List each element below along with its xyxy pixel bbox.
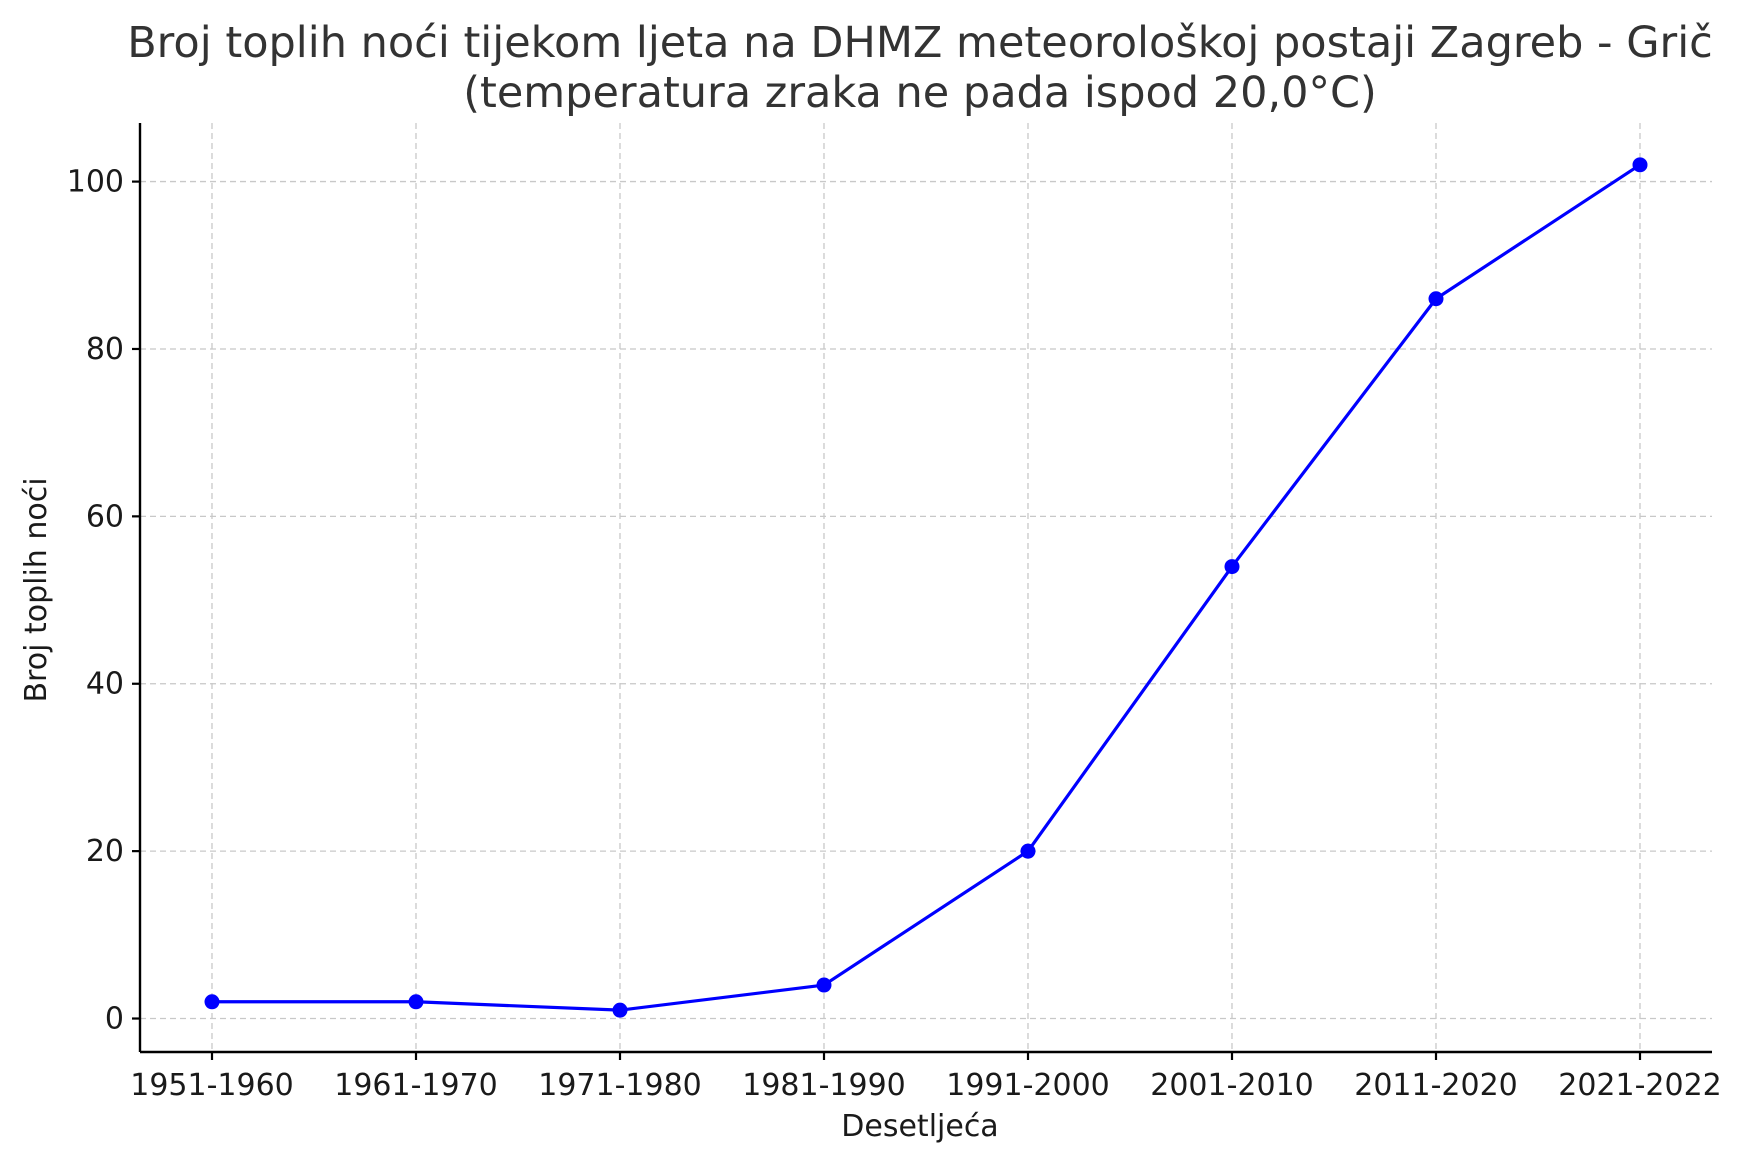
series-line [212, 163, 1641, 1012]
grid [140, 123, 1712, 1052]
data-point [1224, 559, 1240, 575]
chart-subtitle: (temperatura zraka ne pada ispod 20,0°C) [463, 68, 1377, 118]
x-tick-label: 1991-2000 [946, 1068, 1110, 1103]
data-point [816, 977, 832, 993]
y-tick-label: 80 [86, 332, 124, 367]
x-tick-label: 1981-1990 [742, 1068, 906, 1103]
data-point [1020, 843, 1036, 859]
y-axis-label: Broj toplih noći [19, 477, 54, 702]
data-point [1632, 157, 1648, 173]
x-tick-label: 2011-2020 [1354, 1068, 1518, 1103]
x-tick-label: 2021-2022 [1558, 1068, 1722, 1103]
data-point [1428, 291, 1444, 307]
ticks: 1951-1960 1961-1970 1971-1980 1981-1990 1991… [67, 165, 1722, 1103]
y-tick-label: 100 [67, 165, 124, 200]
y-tick-label: 20 [86, 834, 124, 869]
data-point [408, 994, 424, 1010]
x-axis-label: Desetljeća [841, 1109, 998, 1144]
data-point [204, 994, 220, 1010]
axes [138, 123, 1712, 1054]
x-tick-label: 1971-1980 [538, 1068, 702, 1103]
x-tick-label: 1961-1970 [334, 1068, 498, 1103]
x-tick-label: 2001-2010 [1150, 1068, 1314, 1103]
y-tick-label: 0 [105, 1002, 124, 1037]
chart-title: Broj toplih noći tijekom ljeta na DHMZ m… [127, 18, 1713, 68]
x-tick-label: 1951-1960 [130, 1068, 294, 1103]
data-point [612, 1002, 628, 1018]
series [204, 157, 1648, 1018]
y-tick-label: 60 [86, 499, 124, 534]
y-tick-label: 40 [86, 667, 124, 702]
